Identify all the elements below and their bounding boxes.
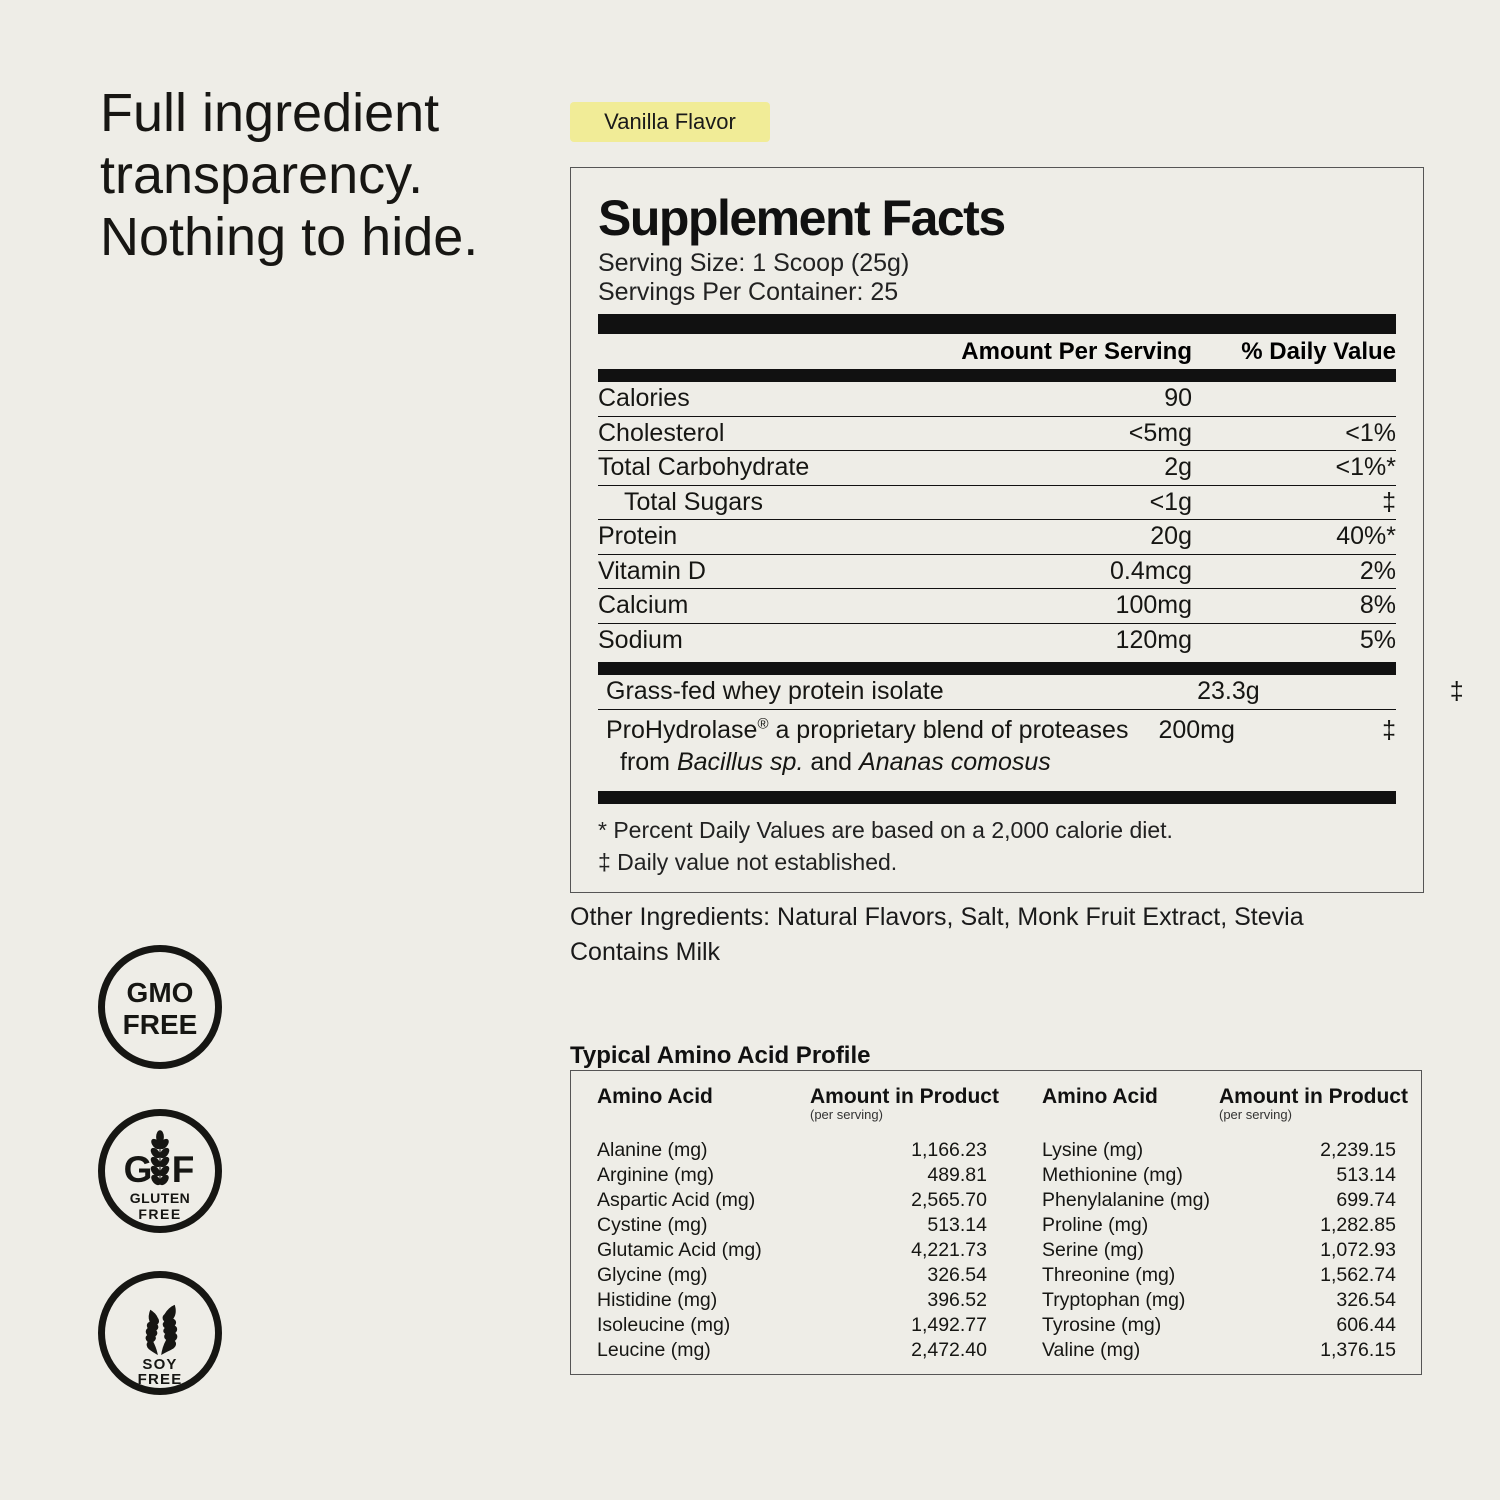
svg-text:FREE: FREE bbox=[138, 1206, 181, 1222]
svg-text:F: F bbox=[172, 1149, 195, 1190]
svg-text:FREE: FREE bbox=[138, 1371, 183, 1388]
svg-text:GLUTEN: GLUTEN bbox=[130, 1190, 191, 1206]
svg-text:G: G bbox=[124, 1149, 153, 1190]
svg-text:GMO: GMO bbox=[127, 977, 194, 1008]
svg-text:FREE: FREE bbox=[123, 1009, 198, 1040]
